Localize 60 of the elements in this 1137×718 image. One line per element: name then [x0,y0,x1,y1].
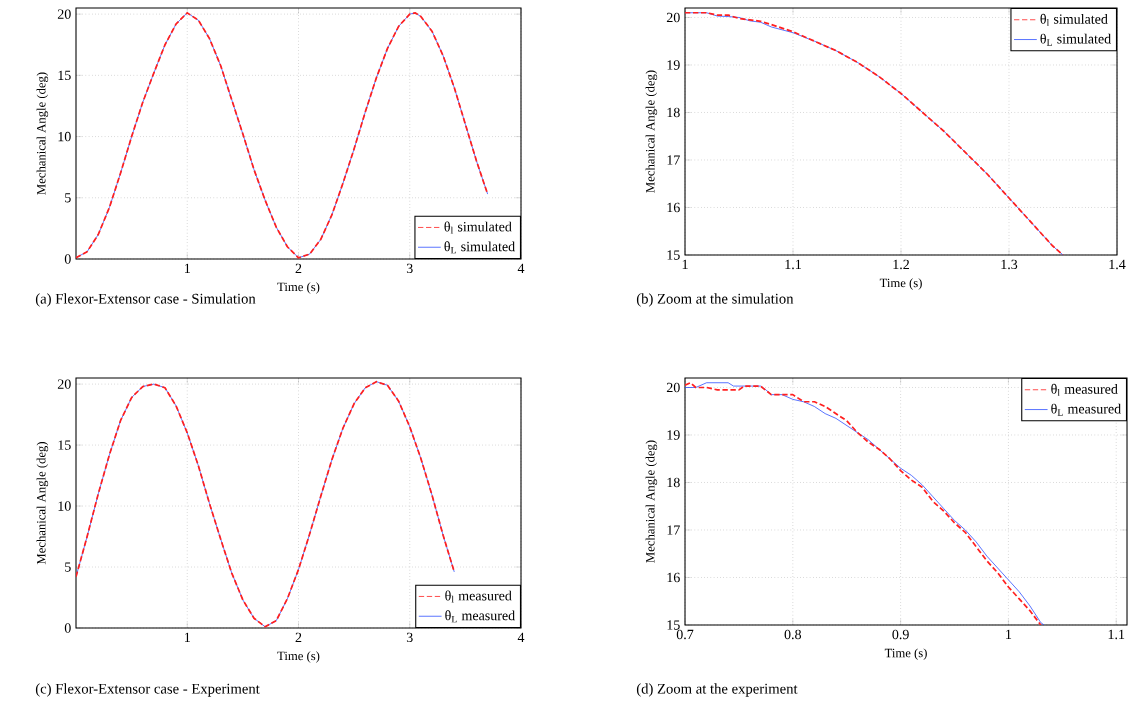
y-tick-label: 18 [667,477,680,488]
x-tick-label: 0.8 [784,629,802,640]
x-tick-label: 4 [517,632,525,642]
legend-label: θ$_{l}$ measured [1051,383,1118,396]
x-tick-label: 1 [184,263,190,273]
x-tick-label: 0.7 [676,629,694,640]
y-axis-title: Mechanical Angle (deg) [36,442,49,565]
y-tick-label: 16 [667,572,680,583]
x-tick-label: 4 [517,263,525,273]
text: (a) Flexor-Extensor case - Simulation [35,293,256,307]
y-tick-label: 5 [65,562,71,572]
x-tick-label: 1.1 [1108,629,1125,640]
x-tick-label: 1 [184,632,190,642]
y-tick-label: 15 [58,70,71,81]
y-tick-label: 17 [667,525,680,535]
y-tick-label: 10 [58,131,71,142]
x-tick-label: 1.1 [785,259,801,270]
x-tick-label: 3 [406,263,413,274]
x-tick-label: 1.2 [893,259,909,270]
text: (c) Flexor-Extensor case - Experiment [35,683,260,697]
y-tick-label: 5 [65,193,71,203]
y-tick-label: 18 [667,107,680,118]
y-axis-title: Mechanical Angle (deg) [645,440,658,563]
y-tick-label: 16 [667,202,680,213]
x-axis-title: Time (s) [884,648,927,660]
x-tick-label: 1.3 [1001,259,1018,270]
y-tick-label: 20 [666,12,680,23]
x-tick-label: 3 [406,632,413,643]
text: (d) Zoom at the experiment [636,683,798,697]
x-axis-title: Time (s) [277,282,320,294]
x-tick-label: 2 [295,263,302,273]
x-tick-label: 1 [1006,629,1012,639]
y-axis-title: Mechanical Angle (deg) [36,72,49,195]
x-tick-label: 1 [682,259,688,269]
y-axis-title: Mechanical Angle (deg) [645,70,658,193]
text: (b) Zoom at the simulation [636,293,794,307]
y-tick-label: 15 [667,250,680,260]
x-axis-title: Time (s) [879,278,922,290]
legend-label: θ$_{L}$ measured [1051,403,1121,416]
legend-label: θ$_{l}$ measured [445,590,512,603]
y-tick-label: 15 [667,620,680,630]
y-tick-label: 0 [64,254,71,264]
legend-label: θ$_{L}$ simulated [1040,33,1111,46]
x-tick-label: 2 [295,632,302,642]
y-tick-label: 20 [57,9,71,19]
legend-label: θ$_{L}$ measured [445,610,515,623]
x-tick-label: 0.9 [892,629,909,640]
y-tick-label: 15 [58,440,71,450]
y-tick-label: 17 [667,155,680,165]
y-tick-label: 19 [667,430,680,440]
y-tick-label: 20 [57,379,71,389]
x-tick-label: 1.4 [1109,259,1126,270]
legend-label: θ$_{l}$ simulated [444,221,512,234]
x-axis-title: Time (s) [277,651,320,663]
legend-label: θ$_{l}$ simulated [1040,13,1108,26]
y-tick-label: 20 [666,382,680,393]
legend-label: θ$_{L}$ simulated [444,241,515,254]
y-tick-label: 19 [667,60,680,70]
y-tick-label: 0 [64,623,71,633]
y-tick-label: 10 [58,501,71,511]
